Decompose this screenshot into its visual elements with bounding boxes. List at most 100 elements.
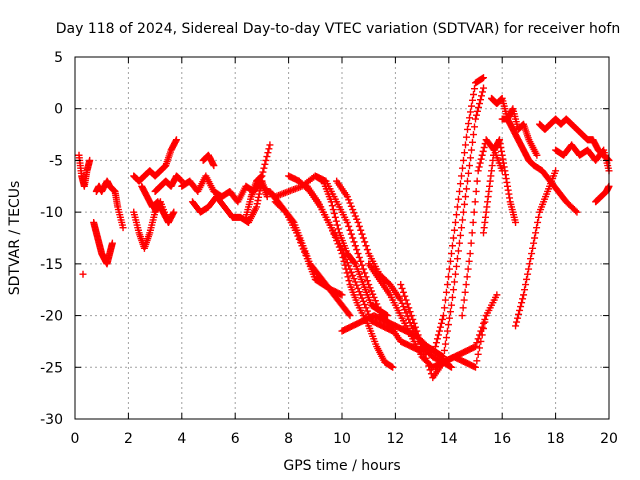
data-point [469,218,477,226]
data-point [343,218,351,226]
series-arc-2 [79,270,87,278]
data-point [79,270,87,278]
data-point [407,312,415,320]
x-tick-label: 0 [71,431,80,447]
data-point [281,207,289,215]
data-point [433,335,441,343]
data-point [402,309,410,317]
series-arc-26 [480,136,520,237]
data-point [406,308,414,316]
data-point [472,187,480,195]
data-point [444,321,452,329]
data-point [453,255,461,263]
data-point [334,225,342,233]
data-point [439,312,447,320]
series-arc-31 [552,141,613,175]
data-point [365,281,373,289]
data-point [108,239,116,247]
series-arc-28 [498,115,581,216]
data-point [359,265,367,273]
data-point [258,172,266,180]
data-point [329,206,337,214]
data-point [405,304,413,312]
data-point [450,226,458,234]
data-point [448,242,456,250]
data-point [399,288,407,296]
data-point [458,164,466,172]
data-point [422,354,430,362]
data-point [447,301,455,309]
data-point [461,141,469,149]
data-point [445,314,453,322]
data-point [552,167,560,175]
data-point [172,136,180,144]
data-point [454,247,462,255]
data-point [471,198,479,206]
data-point [468,138,476,146]
series-arc-25 [458,136,506,320]
data-point [354,250,362,258]
data-point [351,242,359,250]
data-point [493,291,501,299]
data-point [470,123,478,131]
data-point [451,270,459,278]
data-point [345,310,353,318]
series-arc-1 [75,151,94,190]
x-tick-label: 10 [333,431,351,447]
data-point [349,234,357,242]
data-point [476,100,484,108]
data-point [359,234,367,242]
data-point [361,238,369,246]
data-point [260,164,268,172]
series-arc-27 [488,94,541,159]
data-point [413,327,421,335]
data-point [353,281,361,289]
data-point [351,278,359,286]
data-point [477,96,485,104]
data-point [299,245,307,253]
data-point [346,199,354,207]
data-point [529,244,537,252]
data-point [345,277,353,285]
data-point [450,278,458,286]
data-point [530,239,538,247]
data-point [363,246,371,254]
data-point [345,196,353,204]
data-point [474,350,482,358]
data-point [455,187,463,195]
data-point [346,312,354,320]
data-point [343,259,351,267]
data-point [514,314,522,322]
data-point [442,288,450,296]
data-point [353,215,361,223]
data-point [472,363,479,371]
data-point [403,300,411,308]
data-point [401,292,409,300]
data-point [528,250,536,258]
data-point [524,270,532,278]
series-arc-29 [512,167,560,330]
data-point [437,319,445,327]
y-tick-label: 0 [54,102,63,118]
data-point [452,211,460,219]
data-point [338,246,346,254]
data-point [354,218,362,226]
data-point [345,222,353,230]
data-point [451,218,459,226]
x-tick-label: 12 [386,431,404,447]
y-tick-label: 5 [54,50,63,66]
data-point [409,315,417,323]
data-point [439,353,447,361]
data-point [455,239,463,247]
data-point [398,284,406,292]
data-point [480,144,488,151]
data-point [350,209,358,217]
data-point [438,315,446,323]
data-point [462,185,470,193]
data-point [350,259,358,267]
data-point [357,257,365,265]
data-point [346,226,354,234]
data-point [573,208,581,216]
y-axis-label: SDTVAR / TECUs [7,181,23,296]
